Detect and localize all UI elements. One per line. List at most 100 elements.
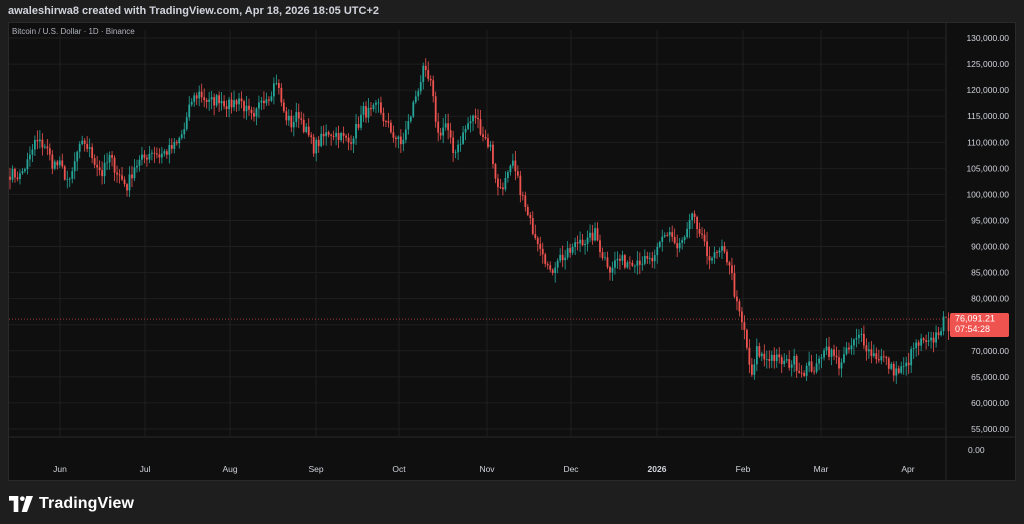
candle-body: [895, 368, 898, 376]
last-price-badge: 76,091.21 07:54:28: [950, 313, 1009, 338]
candle-body: [790, 364, 793, 368]
candle-body: [310, 135, 313, 137]
candle-body: [544, 254, 547, 264]
candle-body: [524, 195, 527, 208]
candle-body: [235, 100, 238, 105]
candle-body: [656, 246, 659, 256]
candle-body: [619, 258, 621, 261]
candle-body: [444, 123, 447, 128]
candle-body: [203, 97, 206, 101]
candle-body: [658, 241, 661, 247]
candle-body: [292, 122, 295, 128]
candle-body: [927, 340, 930, 342]
candle-body: [643, 255, 646, 264]
candle-body: [810, 361, 813, 372]
tradingview-logo[interactable]: TradingView: [9, 495, 134, 513]
candle-body: [93, 158, 96, 165]
candle-body: [158, 154, 161, 158]
candle-body: [651, 258, 654, 262]
candle-body: [624, 255, 626, 268]
candle-body: [91, 147, 94, 159]
candle-body: [815, 363, 818, 372]
candle-body: [81, 140, 84, 145]
candle-body: [828, 346, 830, 357]
candle-body: [38, 139, 41, 142]
price-tick-label: 110,000.00: [967, 137, 1009, 147]
candle-body: [519, 175, 522, 196]
candle-body: [136, 165, 138, 168]
candle-body: [907, 362, 910, 366]
candle-body: [521, 195, 524, 196]
candle-body: [188, 104, 191, 118]
time-tick-label: Sep: [308, 464, 323, 474]
candle-body: [870, 349, 873, 356]
candle-body: [48, 148, 51, 155]
price-tick-label: 95,000.00: [971, 215, 1009, 225]
candle-body: [915, 342, 918, 349]
price-axis[interactable]: 130,000.00 125,000.00 120,000.00 115,000.00…: [966, 33, 1009, 455]
candle-body: [330, 134, 333, 136]
candle-body: [121, 175, 123, 180]
candle-body: [253, 113, 255, 117]
candle-body: [631, 262, 634, 266]
candle-body: [370, 107, 372, 110]
candle-body: [840, 362, 843, 369]
candle-body: [409, 116, 412, 122]
candle-body: [58, 160, 61, 166]
candle-body: [885, 356, 888, 359]
price-tick-label: 60,000.00: [971, 398, 1009, 408]
candle-body: [668, 232, 671, 236]
candle-body: [88, 147, 91, 149]
candle-body: [73, 161, 76, 172]
candle-body: [479, 119, 482, 135]
candle-body: [213, 97, 216, 106]
candlestick-chart[interactable]: Bitcoin / U.S. Dollar · 1D · Binance 130…: [0, 0, 1024, 482]
candle-body: [798, 370, 801, 373]
candle-body: [494, 163, 497, 179]
candle-body: [146, 157, 148, 160]
candle-body: [925, 340, 928, 342]
candle-body: [833, 349, 835, 356]
candle-body: [922, 338, 925, 341]
candle-body: [151, 152, 153, 154]
candle-body: [584, 243, 586, 246]
price-tick-label: 130,000.00: [966, 33, 1009, 43]
candle-body: [653, 255, 656, 262]
candle-body: [713, 252, 716, 259]
candle-body: [380, 102, 382, 113]
candle-body: [51, 154, 54, 169]
candle-body: [487, 138, 489, 147]
candle-body: [345, 135, 347, 138]
chart-panel[interactable]: [8, 22, 1016, 481]
candle-body: [731, 265, 733, 274]
candle-body: [255, 108, 258, 117]
created-by-text: awaleshirwa8 created with TradingView.co…: [8, 5, 380, 17]
candle-body: [803, 372, 806, 376]
candle-body: [865, 345, 868, 352]
candle-body: [429, 78, 432, 81]
candle-body: [875, 353, 878, 360]
time-axis[interactable]: Jun Jul Aug Sep Oct Nov Dec 2026 Feb Mar Apr: [53, 464, 915, 474]
candle-body: [711, 258, 713, 261]
candle-body: [449, 130, 452, 138]
candle-body: [531, 218, 534, 235]
candle-body: [317, 139, 320, 147]
price-tick-label: 100,000.00: [966, 189, 1009, 199]
candle-body: [843, 354, 845, 363]
candle-body: [514, 160, 517, 172]
candle-body: [71, 171, 74, 179]
candle-body: [701, 233, 703, 235]
candle-body: [808, 361, 811, 366]
candle-body: [477, 117, 479, 120]
candle-body: [113, 157, 116, 173]
grid-lines: [9, 30, 945, 436]
candle-body: [758, 346, 761, 357]
candle-body: [703, 234, 706, 242]
candle-body: [457, 144, 460, 153]
candle-body: [9, 176, 11, 180]
candle-body: [280, 87, 283, 103]
price-tick-label: 115,000.00: [967, 111, 1009, 121]
candle-body: [422, 65, 425, 83]
candle-body: [506, 172, 509, 178]
candle-body: [11, 168, 14, 180]
